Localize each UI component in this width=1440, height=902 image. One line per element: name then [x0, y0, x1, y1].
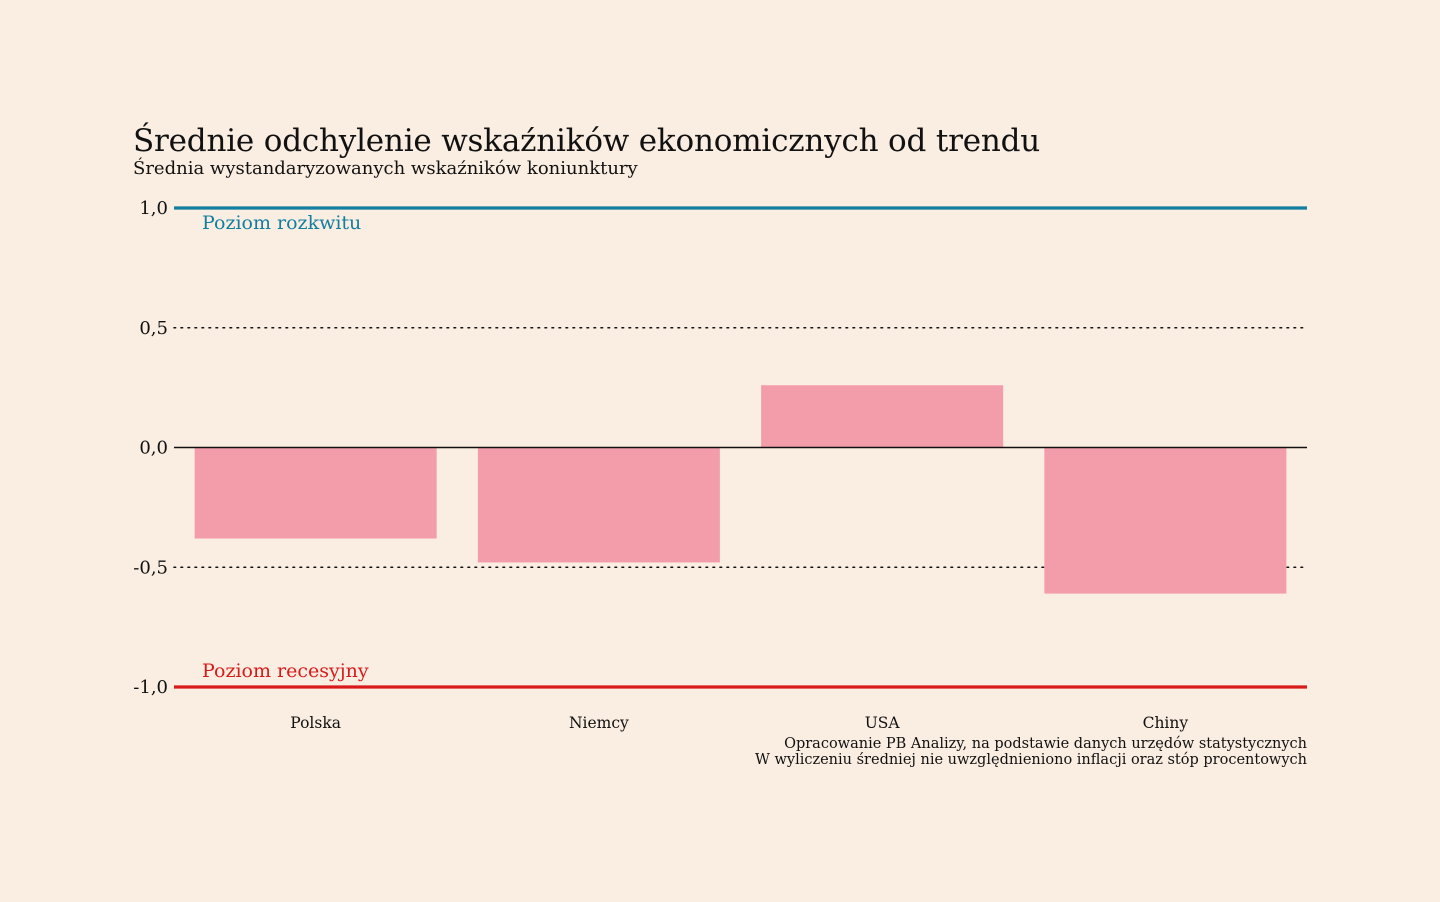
x-tick-label: Polska	[290, 714, 341, 732]
bar	[1044, 447, 1287, 594]
bar	[194, 447, 437, 539]
bar	[477, 447, 720, 563]
bar	[761, 385, 1004, 448]
x-tick-label: USA	[865, 714, 901, 732]
method-note: W wyliczeniu średniej nie uwzględnienion…	[754, 752, 1307, 768]
y-tick-label: 0,0	[139, 438, 168, 459]
chart-subtitle: Średnia wystandaryzowanych wskaźników ko…	[133, 158, 638, 179]
x-tick-label: Niemcy	[569, 714, 629, 732]
y-tick-label: -0,5	[133, 557, 168, 578]
source-note: Opracowanie PB Analizy, na podstawie dan…	[784, 736, 1307, 752]
y-tick-label: -1,0	[133, 677, 168, 698]
reference-label: Poziom rozkwitu	[202, 212, 361, 234]
y-tick-label: 0,5	[139, 318, 168, 339]
y-tick-label: 1,0	[139, 198, 168, 219]
chart-title: Średnie odchylenie wskaźników ekonomiczn…	[133, 123, 1041, 159]
x-tick-label: Chiny	[1143, 714, 1189, 732]
reference-label: Poziom recesyjny	[202, 660, 369, 682]
